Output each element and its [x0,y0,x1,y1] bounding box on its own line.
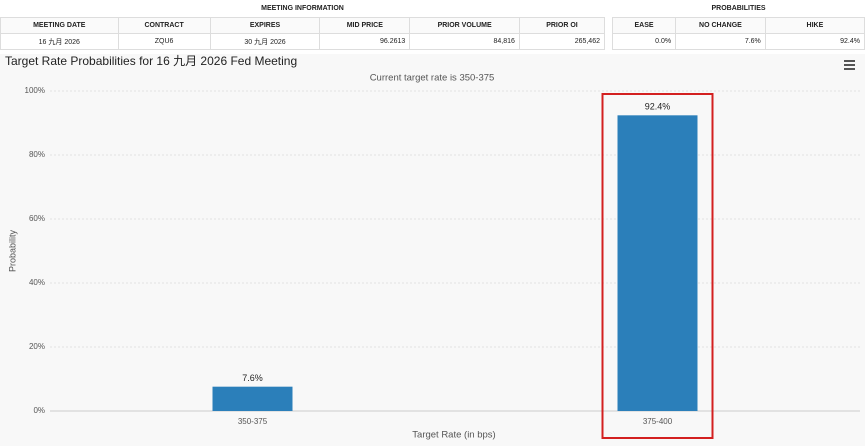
table-title: MEETING INFORMATION [261,5,344,12]
highlight-box [601,93,714,439]
column-header: PRIOR OI [518,17,606,34]
column-header: NO CHANGE [675,17,766,34]
column-header: EXPIRES [209,17,321,34]
column-header: EASE [611,17,677,34]
cell: 30 九月 2026 [209,33,321,50]
x-tick-label: 350-375 [238,417,268,426]
cell: 16 九月 2026 [0,33,119,50]
value-row: 0.0% 7.6% 92.4% [611,33,865,50]
probability-table: PROBABILITIES EASE NO CHANGE HIKE 0.0% 7.6% 92… [611,0,865,50]
cell: 7.6% [675,33,766,50]
data-label: 7.6% [242,373,263,383]
cell: 96.2613 [319,33,411,50]
meeting-table: MEETING INFORMATION MEETING DATE CONTRACT E… [0,0,606,50]
table-title: PROBABILITIES [711,5,766,12]
y-axis-title: Probability [7,229,17,272]
y-tick-label: 80% [29,150,45,159]
cell: 265,462 [518,33,606,50]
chart: Target Rate Probabilities for 16 九月 2026… [0,54,865,446]
y-tick-label: 100% [25,86,45,95]
column-header: PRIOR VOLUME [409,17,520,34]
value-row: 16 九月 2026 ZQU6 30 九月 2026 96.2613 84,816 265… [0,33,606,50]
y-tick-label: 40% [29,278,45,287]
column-header: HIKE [764,17,865,34]
x-tick-label: 375-400 [643,417,673,426]
cell: 84,816 [409,33,520,50]
header-row: EASE NO CHANGE HIKE [611,17,865,34]
chart-title: Target Rate Probabilities for 16 九月 2026… [5,54,297,68]
chart-background [0,54,865,446]
cell: 0.0% [611,33,677,50]
cell: ZQU6 [117,33,211,50]
title-row: PROBABILITIES [613,0,865,18]
y-tick-label: 60% [29,214,45,223]
bar [617,115,698,411]
title-row: MEETING INFORMATION [1,0,605,18]
bar [212,386,293,411]
chart-subtitle: Current target rate is 350-375 [370,73,495,84]
column-header: CONTRACT [117,17,211,34]
column-header: MID PRICE [319,17,411,34]
data-label: 92.4% [645,102,671,112]
x-axis-title: Target Rate (in bps) [412,430,495,441]
menu-icon[interactable] [844,60,855,70]
cell: 92.4% [764,33,865,50]
header-row: MEETING DATE CONTRACT EXPIRES MID PRICE PRIO… [0,17,606,34]
y-tick-label: 20% [29,342,45,351]
y-tick-label: 0% [33,406,45,415]
column-header: MEETING DATE [0,17,119,34]
